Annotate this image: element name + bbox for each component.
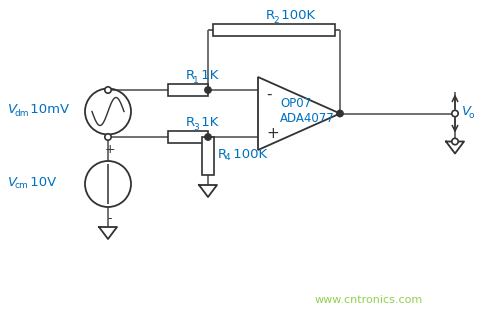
Text: V: V (462, 105, 471, 118)
Circle shape (105, 134, 111, 140)
Text: -: - (108, 212, 112, 225)
Bar (213, 24, 335, 36)
Text: -: - (266, 87, 272, 101)
Circle shape (105, 87, 111, 93)
Text: R: R (218, 147, 227, 161)
Bar (168, 131, 208, 143)
Text: 1K: 1K (197, 116, 218, 129)
Text: 10mV: 10mV (26, 103, 69, 116)
Circle shape (205, 134, 211, 140)
Text: 3: 3 (193, 123, 199, 132)
Text: V: V (8, 175, 17, 188)
Text: o: o (469, 111, 474, 120)
Circle shape (337, 110, 343, 117)
Bar (168, 84, 208, 96)
Text: OP07: OP07 (280, 97, 311, 110)
Text: 100K: 100K (277, 9, 315, 22)
Text: 4: 4 (225, 153, 230, 163)
Text: R: R (266, 9, 275, 22)
Text: +: + (105, 143, 115, 156)
Text: R: R (186, 116, 195, 129)
Circle shape (452, 110, 458, 117)
Text: +: + (266, 125, 279, 140)
Text: 100K: 100K (229, 147, 267, 161)
Text: 10V: 10V (26, 175, 56, 188)
Circle shape (452, 138, 458, 145)
Text: V: V (8, 103, 17, 116)
Text: 1: 1 (193, 76, 199, 85)
Bar (202, 137, 214, 175)
Text: www.cntronics.com: www.cntronics.com (315, 295, 423, 305)
Circle shape (205, 87, 211, 93)
Text: cm: cm (15, 181, 29, 191)
Text: ADA4077: ADA4077 (280, 112, 335, 125)
Text: dm: dm (15, 109, 30, 118)
Text: 1K: 1K (197, 69, 218, 82)
Text: R: R (186, 69, 195, 82)
Text: 2: 2 (273, 16, 279, 25)
